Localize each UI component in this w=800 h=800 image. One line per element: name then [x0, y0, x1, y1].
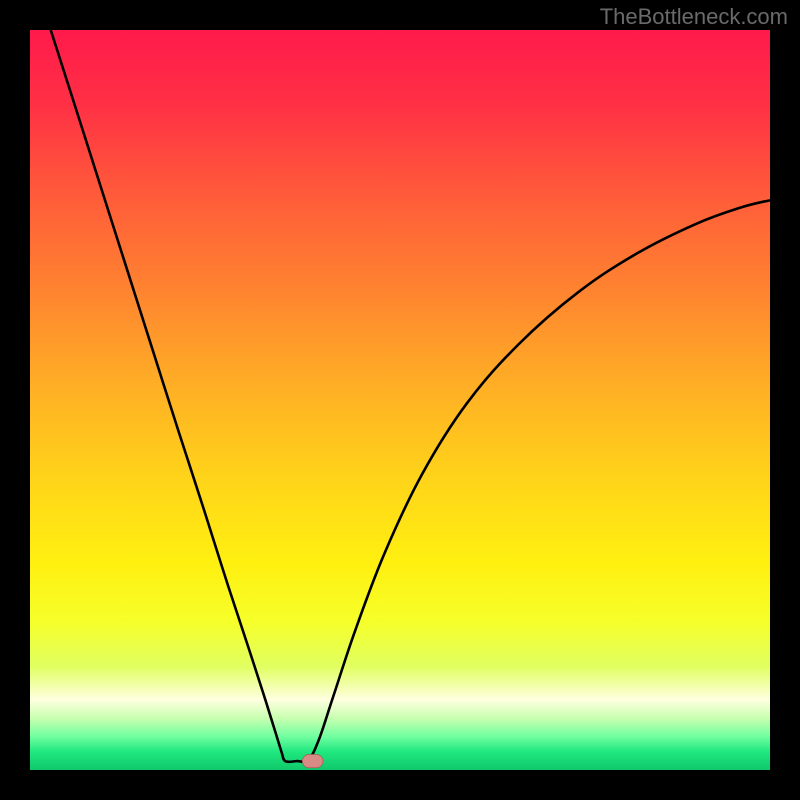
watermark-text: TheBottleneck.com [600, 4, 788, 30]
chart-stage: TheBottleneck.com [0, 0, 800, 800]
optimum-marker [302, 754, 323, 767]
plot-background [30, 30, 770, 770]
bottleneck-chart [0, 0, 800, 800]
